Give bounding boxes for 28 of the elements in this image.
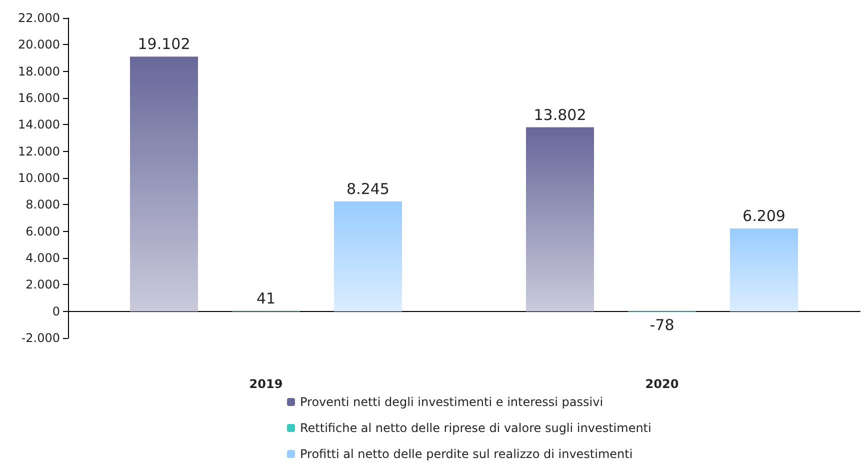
data-label: 13.802 <box>534 106 586 124</box>
y-tick-label: 10.000 <box>18 171 60 185</box>
data-label: -78 <box>650 316 674 334</box>
y-tick-label: 22.000 <box>18 11 60 25</box>
legend-label: Rettifiche al netto delle riprese di valore sugli investimenti <box>300 421 652 435</box>
y-tick-label: 6.000 <box>26 224 60 238</box>
y-tick-label: 16.000 <box>18 91 60 105</box>
legend-label: Profitti al netto delle perdite sul realizzo di investimenti <box>300 447 633 461</box>
data-label: 8.245 <box>346 180 390 198</box>
bar <box>526 127 594 312</box>
y-tick-label: -2.000 <box>21 331 60 345</box>
data-label: 19.102 <box>138 35 190 54</box>
x-tick-label: 2020 <box>645 377 679 391</box>
y-tick-label: 8.000 <box>26 198 60 212</box>
bar <box>334 201 402 312</box>
y-tick-label: 4.000 <box>26 251 60 265</box>
y-tick-label: 20.000 <box>18 38 60 52</box>
y-tick-label: 14.000 <box>18 118 60 132</box>
y-tick-label: 12.000 <box>18 144 60 158</box>
bar <box>730 228 798 312</box>
x-tick-label: 2019 <box>249 377 283 391</box>
y-tick-label: 18.000 <box>18 64 60 78</box>
y-tick-label: 2.000 <box>26 278 60 292</box>
y-tick-label: 0 <box>52 304 60 318</box>
data-label: 6.209 <box>742 207 786 226</box>
legend-label: Proventi netti degli investimenti e interessi passivi <box>300 395 604 409</box>
bar <box>130 56 198 312</box>
data-label: 41 <box>256 289 276 308</box>
